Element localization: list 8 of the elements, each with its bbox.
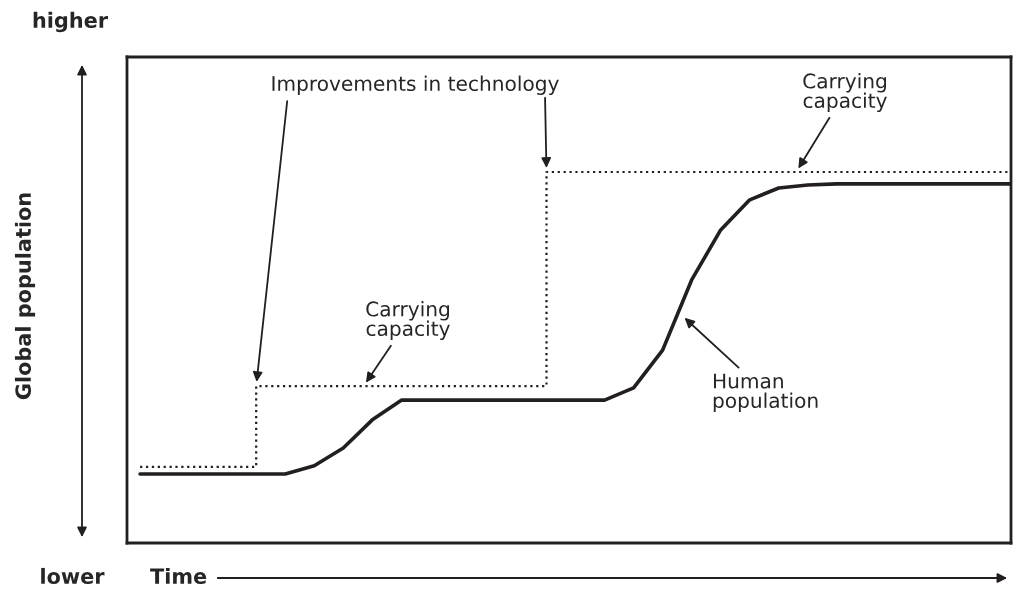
- text: Carrying capacity: [803, 73, 887, 112]
- text: lower: [41, 567, 105, 585]
- x-axis-title: Time: [150, 567, 207, 585]
- annotation: Carrying capacity: [366, 301, 450, 340]
- y-axis-title: Global population: [14, 193, 36, 400]
- text: Human population: [713, 373, 818, 412]
- text: Improvements in technology: [272, 75, 559, 95]
- text: higher: [33, 11, 108, 33]
